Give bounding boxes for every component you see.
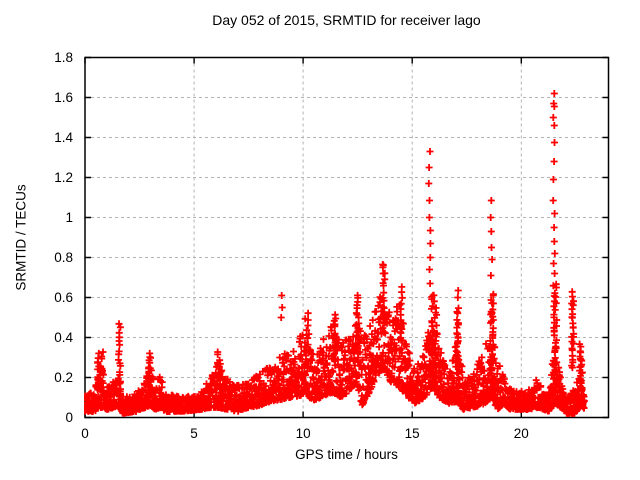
y-tick-label: 1.8 (54, 50, 73, 65)
x-tick-label: 15 (404, 426, 420, 441)
y-tick-label: 0.6 (54, 290, 73, 305)
y-tick-label: 0 (65, 410, 73, 425)
chart-title: Day 052 of 2015, SRMTID for receiver lag… (212, 12, 481, 28)
y-tick-label: 1.4 (54, 130, 73, 145)
y-tick-label: 1.2 (54, 170, 73, 185)
x-tick-label: 20 (513, 426, 529, 441)
x-tick-label: 10 (295, 426, 311, 441)
y-tick-label: 0.8 (54, 250, 73, 265)
y-tick-label: 1.6 (54, 90, 73, 105)
scatter-points (84, 90, 588, 417)
y-tick-label: 1 (65, 210, 73, 225)
y-tick-label: 0.4 (54, 330, 73, 345)
x-tick-label: 0 (81, 426, 89, 441)
y-tick-label: 0.2 (54, 370, 73, 385)
x-axis-label: GPS time / hours (295, 447, 398, 462)
x-tick-label: 5 (190, 426, 198, 441)
